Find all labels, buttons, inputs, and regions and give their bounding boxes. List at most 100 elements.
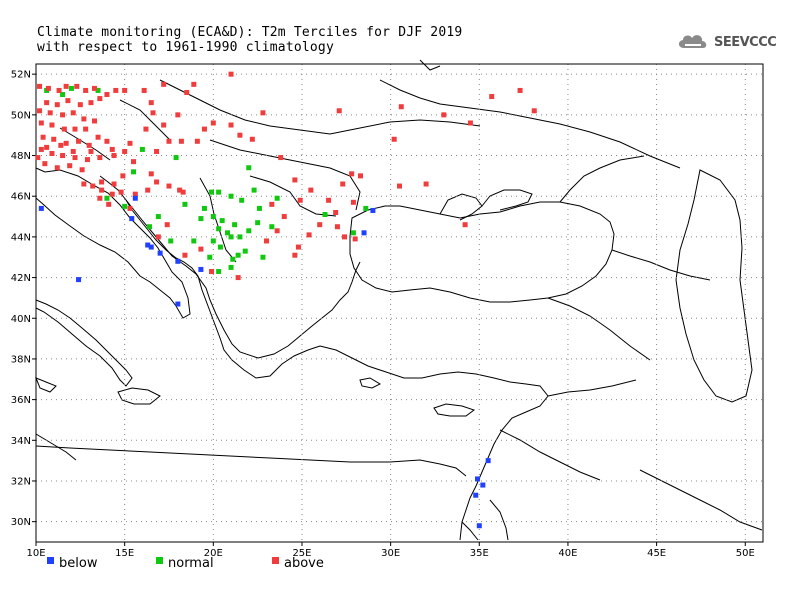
station-marker-normal xyxy=(68,85,74,91)
station-marker-above xyxy=(235,275,241,281)
station-marker-above xyxy=(97,96,103,102)
station-marker-normal xyxy=(274,195,280,201)
station-marker-above xyxy=(352,236,358,242)
station-marker-above xyxy=(326,197,332,203)
station-marker-above xyxy=(45,85,51,91)
station-marker-above xyxy=(489,94,495,100)
lat-tick-label: 34N xyxy=(11,436,31,447)
station-marker-below xyxy=(480,482,486,488)
station-marker-above xyxy=(198,246,204,252)
station-marker-normal xyxy=(322,212,328,218)
legend-swatch-below xyxy=(47,557,54,564)
station-marker-normal xyxy=(350,230,356,236)
station-marker-above xyxy=(462,222,468,228)
map-title-line-2: with respect to 1961-1990 climatology xyxy=(37,40,334,55)
legend-item-normal: normal xyxy=(156,556,214,571)
station-marker-normal xyxy=(139,146,145,152)
station-marker-above xyxy=(104,138,110,144)
station-marker-above xyxy=(122,87,128,93)
station-marker-above xyxy=(228,71,234,77)
station-marker-above xyxy=(166,138,172,144)
station-marker-above xyxy=(517,87,523,93)
station-marker-above xyxy=(37,108,43,114)
station-marker-above xyxy=(81,116,87,122)
station-marker-above xyxy=(84,157,90,163)
station-marker-above xyxy=(342,234,348,240)
station-marker-below xyxy=(198,266,204,272)
station-marker-normal xyxy=(216,189,222,195)
station-marker-above xyxy=(95,134,101,140)
station-marker-above xyxy=(164,222,170,228)
station-marker-normal xyxy=(207,254,213,260)
station-marker-below xyxy=(157,250,163,256)
lon-tick-label: 20E xyxy=(204,548,223,559)
station-marker-above xyxy=(281,214,287,220)
station-marker-above xyxy=(150,110,156,116)
station-marker-above xyxy=(423,181,429,187)
lat-tick-label: 42N xyxy=(11,273,31,284)
station-marker-above xyxy=(56,87,62,93)
station-marker-above xyxy=(38,120,44,126)
station-marker-above xyxy=(109,191,115,197)
station-marker-above xyxy=(113,87,119,93)
station-marker-normal xyxy=(251,187,257,193)
legend-swatch-above xyxy=(272,557,279,564)
station-marker-above xyxy=(269,201,275,207)
station-marker-normal xyxy=(228,234,234,240)
logo-text: SEEVCCC xyxy=(714,35,777,50)
lat-tick-label: 44N xyxy=(11,232,31,243)
station-marker-above xyxy=(76,138,82,144)
station-marker-above xyxy=(131,159,137,165)
lon-tick-label: 30E xyxy=(381,548,400,559)
station-marker-above xyxy=(92,85,98,91)
lat-tick-label: 46N xyxy=(11,192,31,203)
station-marker-normal xyxy=(269,224,275,230)
seevccc-cloud-logo-icon xyxy=(678,35,707,48)
station-marker-above xyxy=(467,120,473,126)
station-marker-above xyxy=(161,122,167,128)
station-marker-above xyxy=(74,83,80,89)
lat-tick-label: 40N xyxy=(11,314,31,325)
station-marker-above xyxy=(122,148,128,154)
station-marker-above xyxy=(63,140,69,146)
station-marker-above xyxy=(349,171,355,177)
station-marker-above xyxy=(60,153,66,159)
station-marker-below xyxy=(370,207,376,213)
station-marker-below xyxy=(38,205,44,211)
station-marker-above xyxy=(58,142,64,148)
station-marker-normal xyxy=(173,155,179,161)
lon-tick-label: 25E xyxy=(292,548,311,559)
station-marker-above xyxy=(83,87,89,93)
station-marker-below xyxy=(485,458,491,464)
station-marker-above xyxy=(274,228,280,234)
station-marker-normal xyxy=(246,165,252,171)
station-marker-normal xyxy=(198,216,204,222)
station-marker-below xyxy=(475,476,481,482)
station-marker-normal xyxy=(228,264,234,270)
station-marker-above xyxy=(44,144,50,150)
station-marker-above xyxy=(175,112,181,118)
station-marker-normal xyxy=(228,193,234,199)
station-marker-above xyxy=(397,183,402,189)
station-marker-above xyxy=(99,179,105,185)
station-marker-normal xyxy=(237,234,243,240)
station-marker-above xyxy=(177,187,183,193)
station-marker-normal xyxy=(146,224,152,230)
lon-tick-label: 40E xyxy=(558,548,577,559)
station-marker-normal xyxy=(246,228,252,234)
station-marker-normal xyxy=(219,218,225,224)
station-marker-above xyxy=(67,163,73,169)
station-marker-normal xyxy=(216,226,222,232)
lat-tick-label: 38N xyxy=(11,354,31,365)
lat-tick-label: 30N xyxy=(11,517,31,528)
station-marker-below xyxy=(476,523,482,529)
lat-tick-label: 50N xyxy=(11,110,31,121)
map-frame xyxy=(35,63,764,543)
station-marker-above xyxy=(154,148,160,154)
axis-ticks: 10E 15E 20E 25E 30E 35E 40E 45E 50E 30N 32N 34N 36N 3… xyxy=(11,70,755,559)
lat-tick-label: 48N xyxy=(11,151,31,162)
station-marker-above xyxy=(237,132,243,138)
station-marker-above xyxy=(228,122,234,128)
station-marker-above xyxy=(184,89,190,95)
station-marker-above xyxy=(209,268,215,274)
